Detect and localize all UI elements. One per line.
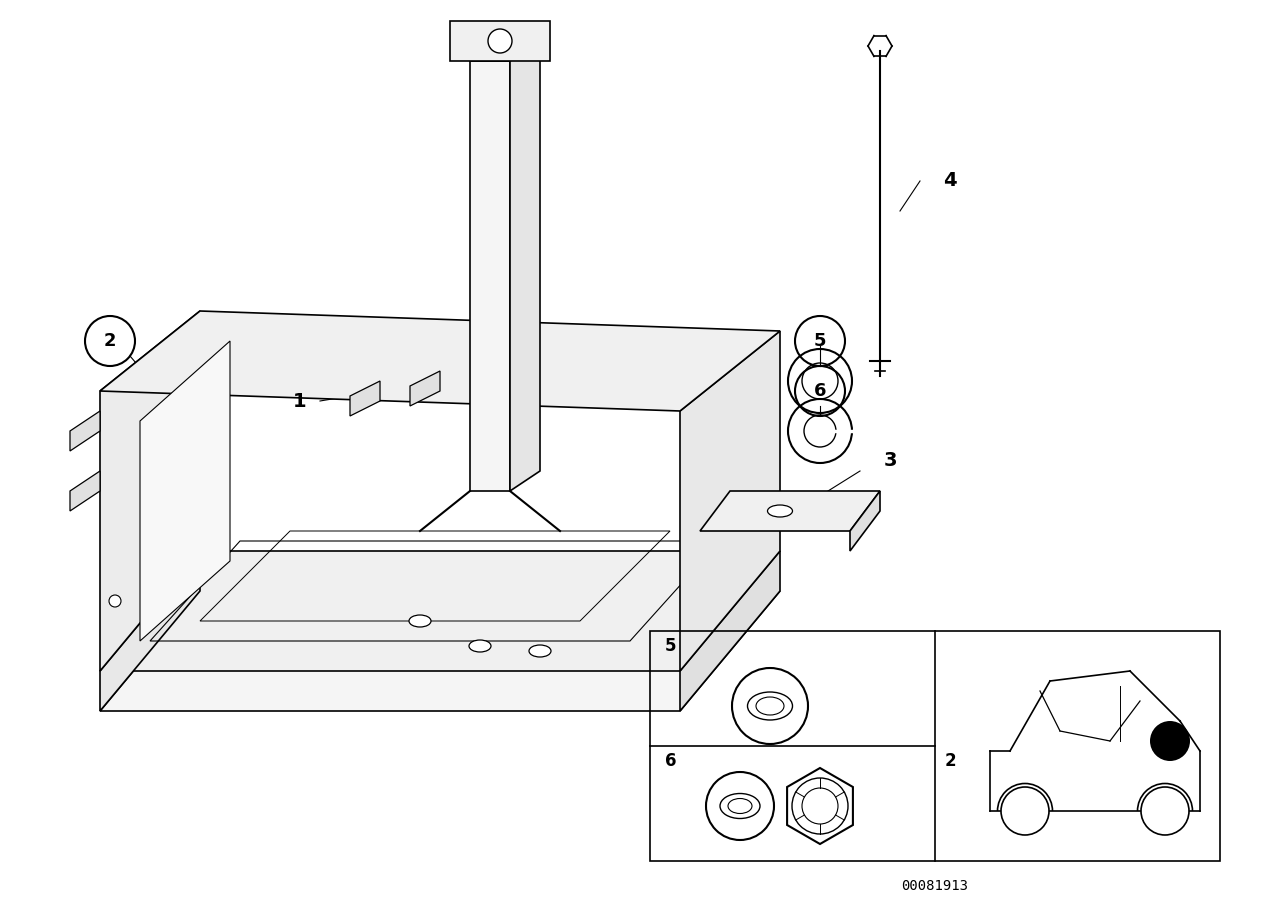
Polygon shape xyxy=(100,551,780,671)
Text: 5: 5 xyxy=(665,637,677,655)
Circle shape xyxy=(1151,721,1190,761)
Ellipse shape xyxy=(468,640,492,652)
Polygon shape xyxy=(450,21,550,61)
Polygon shape xyxy=(100,551,199,711)
Text: 2: 2 xyxy=(945,752,956,770)
Polygon shape xyxy=(140,341,230,641)
Polygon shape xyxy=(680,331,780,671)
Polygon shape xyxy=(350,381,380,416)
Ellipse shape xyxy=(529,645,551,657)
Text: 3: 3 xyxy=(883,452,897,470)
Text: 4: 4 xyxy=(943,171,956,190)
Text: 6: 6 xyxy=(813,382,826,400)
Ellipse shape xyxy=(767,505,793,517)
Polygon shape xyxy=(100,591,780,711)
Polygon shape xyxy=(100,311,199,671)
Polygon shape xyxy=(700,491,880,531)
Text: 6: 6 xyxy=(665,752,677,770)
Polygon shape xyxy=(69,471,100,511)
Text: 5: 5 xyxy=(813,332,826,350)
Polygon shape xyxy=(100,311,780,411)
Text: 00081913: 00081913 xyxy=(901,879,969,893)
Polygon shape xyxy=(69,411,100,451)
Polygon shape xyxy=(510,41,541,491)
Polygon shape xyxy=(849,491,880,551)
Circle shape xyxy=(109,595,121,607)
Polygon shape xyxy=(411,371,440,406)
Circle shape xyxy=(1001,787,1049,835)
Polygon shape xyxy=(680,551,780,711)
Text: 2: 2 xyxy=(104,332,116,350)
Polygon shape xyxy=(470,61,510,491)
Circle shape xyxy=(1142,787,1189,835)
Polygon shape xyxy=(470,41,541,61)
Circle shape xyxy=(488,29,512,53)
Text: 1: 1 xyxy=(293,392,306,411)
Ellipse shape xyxy=(409,615,431,627)
